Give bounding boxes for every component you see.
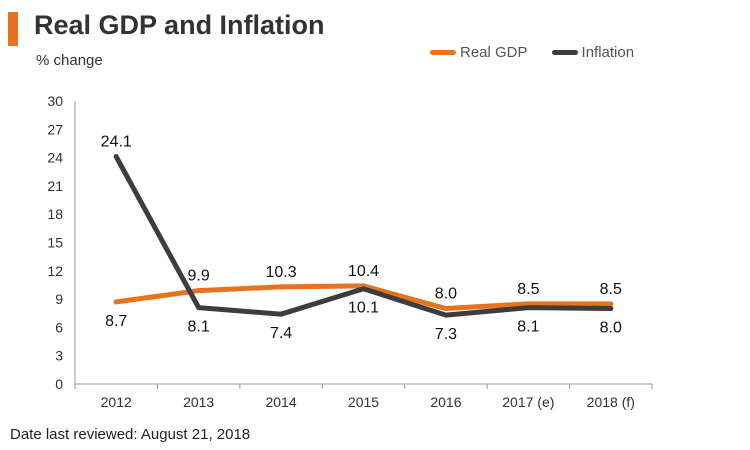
real-gdp-point [525,301,531,307]
title-accent-bar [8,12,18,46]
inflation-point [608,306,614,312]
inflation-data-label: 10.1 [348,300,379,317]
real-gdp-point [196,288,202,294]
real-gdp-point [608,301,614,307]
legend-swatch-inflation [551,50,578,55]
inflation-data-label: 8.1 [188,319,210,336]
y-tick-label: 15 [47,235,63,251]
inflation-point [196,305,202,311]
y-tick-label: 18 [47,206,63,222]
inflation-point [525,305,531,311]
inflation-data-label: 24.1 [101,134,132,151]
real-gdp-data-label: 9.9 [188,268,210,285]
x-tick-label: 2018 (f) [587,394,635,410]
real-gdp-data-label: 8.5 [600,281,622,298]
x-tick-label: 2014 [265,394,296,410]
y-tick-label: 30 [47,93,63,109]
real-gdp-data-label: 10.3 [266,264,297,281]
y-tick-label: 12 [47,263,63,279]
x-tick-label: 2013 [183,394,214,410]
x-tick-label: 2012 [101,394,132,410]
inflation-data-label: 8.1 [517,319,539,336]
last-reviewed-note: Date last reviewed: August 21, 2018 [10,426,251,443]
y-tick-label: 6 [55,319,63,335]
real-gdp-point [113,299,119,305]
y-tick-label: 21 [47,178,63,194]
real-gdp-data-label: 8.5 [517,281,539,298]
chart-legend: Real GDP Inflation [430,44,658,61]
legend-label-inflation: Inflation [581,44,635,61]
y-axis-unit-label: % change [36,52,103,69]
inflation-point [443,312,449,318]
real-gdp-data-label: 8.0 [435,286,457,303]
inflation-point [278,311,284,317]
legend-item-inflation: Inflation [551,44,635,61]
real-gdp-data-label: 10.4 [348,263,379,280]
x-tick-label: 2016 [430,394,461,410]
chart-title: Real GDP and Inflation [34,10,325,40]
y-tick-label: 0 [55,376,63,392]
x-tick-label: 2017 (e) [502,394,554,410]
legend-item-real-gdp: Real GDP [430,44,528,61]
inflation-data-label: 8.0 [600,320,622,337]
real-gdp-data-label: 8.7 [105,313,127,330]
legend-swatch-real-gdp [430,50,456,55]
inflation-point [113,154,119,160]
inflation-data-label: 7.3 [435,326,457,343]
inflation-point [361,286,366,292]
y-tick-label: 24 [47,150,63,166]
y-tick-label: 9 [55,291,63,307]
inflation-data-label: 7.4 [270,325,292,342]
x-tick-label: 2015 [348,394,379,410]
real-gdp-point [278,284,284,290]
real-gdp-point [443,306,449,312]
legend-label-real-gdp: Real GDP [460,44,528,61]
y-tick-label: 27 [47,121,63,137]
y-tick-label: 3 [55,348,63,364]
